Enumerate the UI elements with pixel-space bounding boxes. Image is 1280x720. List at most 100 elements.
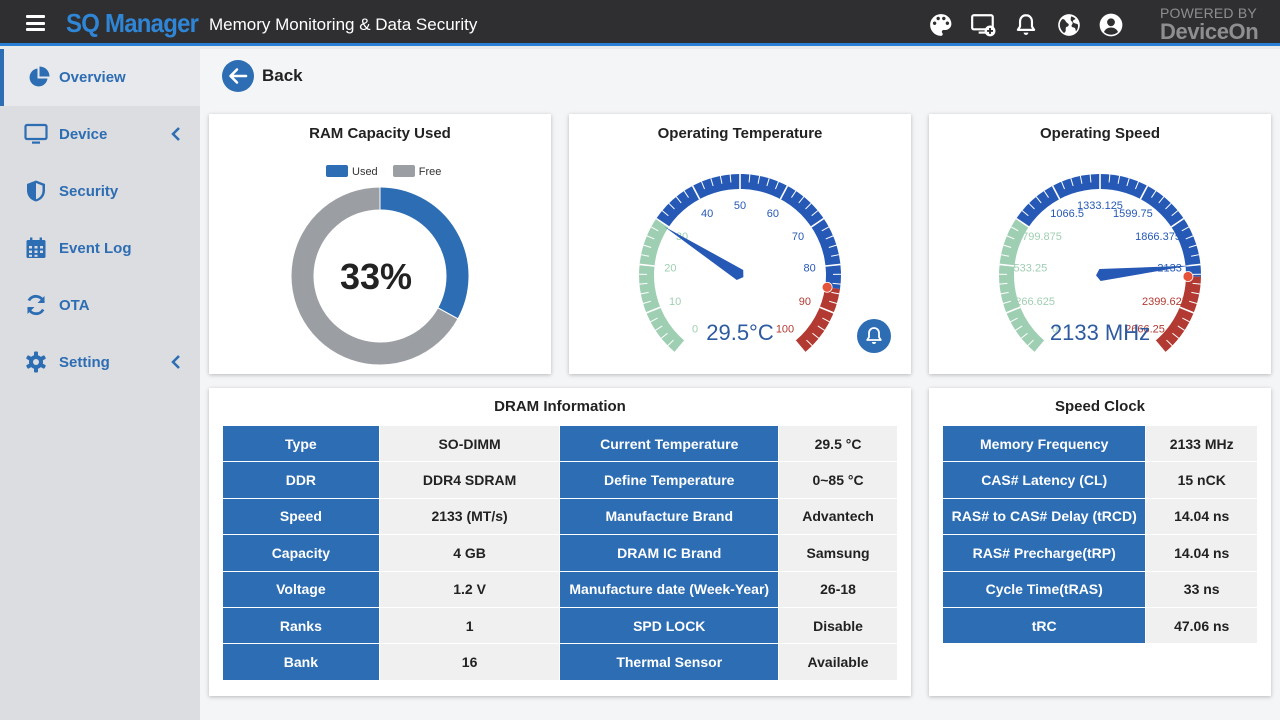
field-value: 1.2 V [378,570,561,608]
field-value: 2133 MHz [1145,424,1258,463]
field-label: Manufacture Brand [559,497,780,536]
temperature-alarm-button[interactable] [857,319,891,353]
gauge-tick [1179,306,1194,314]
gauge-tick [766,178,770,187]
gauge-tick [806,339,813,347]
sidebar-item-overview[interactable]: Overview [0,49,200,106]
gauge-tick [660,332,668,339]
table-row: Memory Frequency 2133 MHz [941,424,1258,463]
gauge-tick [1000,254,1010,257]
field-label: Bank [222,643,380,681]
legend-free[interactable]: Free [392,165,441,178]
gauge-tick-label: 1599.75 [1113,208,1153,220]
monitor-icon [24,123,48,144]
temperature-value: 29.5°C [706,320,774,345]
gauge-tick [817,325,825,331]
dram-info-table: Type SO-DIMM Current Temperature 29.5 °C DDR… [222,424,898,681]
bell-icon[interactable] [1013,12,1039,38]
arrow-left-icon [229,68,248,84]
gauge-tick [999,263,1015,267]
gauge-tick [1165,202,1172,210]
gauge-tick [729,174,732,183]
sidebar-item-label: Setting [59,354,110,371]
gauge-tick [1177,325,1185,331]
gauge-tick [640,254,650,257]
field-value: Samsung [778,534,898,572]
field-label: Memory Frequency [941,424,1147,463]
palette-icon[interactable] [928,12,954,38]
gauge-tick [1108,174,1111,183]
menu-icon[interactable] [26,15,45,31]
gauge-tick-label: 10 [669,296,681,308]
gauge-tick [1035,196,1042,204]
gauge-tick [1015,217,1030,228]
field-label: Speed [222,497,380,536]
add-device-icon[interactable] [970,12,996,38]
sidebar-item-label: Event Log [59,240,132,257]
chevron-left-icon [171,127,180,141]
sidebar-item-event-log[interactable]: Event Log [0,220,200,277]
gauge-tick [748,174,751,183]
gauge-tick [1171,210,1179,217]
gauge-tick [642,300,651,304]
field-value: 29.5 °C [778,424,898,463]
legend-swatch [326,165,348,177]
gauge-tick [1170,217,1185,228]
field-value: 4 GB [378,534,561,572]
sidebar-item-label: Device [59,126,108,143]
field-value: Available [778,643,898,681]
gauge-tick-label: 20 [664,263,676,275]
gauge-green-band [639,218,685,353]
field-label: Type [222,424,380,463]
gauge-tick [710,178,714,187]
gauge-tick [674,340,686,353]
gauge-tick [640,291,649,295]
field-label: Thermal Sensor [559,643,780,681]
gauge-tick [1034,340,1046,353]
app-title: Memory Monitoring & Data Security [209,15,478,34]
field-value: 26-18 [778,570,898,608]
gauge-tick [829,300,838,304]
gauge-tick [811,210,819,217]
globe-icon[interactable] [1056,12,1082,38]
gauge-tick-label: 0 [1052,324,1058,336]
user-icon[interactable] [1098,12,1124,38]
table-row: tRC 47.06 ns [941,606,1258,645]
dram-information-card: DRAM Information Type SO-DIMM Current Temp… [209,388,911,696]
gauge-tick [810,217,825,228]
gauge-tick [1188,244,1197,248]
sidebar-item-ota[interactable]: OTA [0,277,200,334]
gauge-tick [719,175,723,184]
sidebar-item-security[interactable]: Security [0,163,200,220]
gauge-tick-label: 2666.25 [1125,324,1165,336]
gauge-tick [1134,181,1139,190]
table-row: CAS# Latency (CL) 15 nCK [941,461,1258,499]
gauge-green-band [999,218,1045,353]
sidebar-item-device[interactable]: Device [0,106,200,163]
gauge-tick [1002,300,1011,304]
powered-by-text: POWERED BY [1160,5,1257,21]
gauge-tick-label: 533.25 [1014,263,1048,275]
field-value: 15 nCK [1145,461,1258,499]
card-title: DRAM Information [494,398,626,415]
back-label[interactable]: Back [262,66,303,85]
gauge-tick [1166,339,1173,347]
field-label: Voltage [222,570,380,608]
field-value: Disable [778,606,898,645]
field-label: Cycle Time(tRAS) [941,570,1147,608]
gauge-tick [1126,178,1130,187]
legend-used[interactable]: Used [326,165,378,178]
gauge-tick [1027,339,1034,347]
table-row: Ranks 1 SPD LOCK Disable [222,606,898,645]
gauge-tick [1003,244,1012,248]
field-label: DDR [222,461,380,499]
gauge-tick [701,181,706,190]
gauge-tick [1006,306,1021,314]
gauge-threshold-marker [1182,271,1194,282]
table-row: Cycle Time(tRAS) 33 ns [941,570,1258,608]
gauge-tick-label: 100 [776,324,794,336]
sidebar-item-setting[interactable]: Setting [0,334,200,391]
gauge-tick-label: 60 [767,208,779,220]
speed-gauge: 0 266.625 533.25 799.875 1066.51333.1251599.… [998,174,1202,353]
back-button[interactable] [222,60,254,92]
